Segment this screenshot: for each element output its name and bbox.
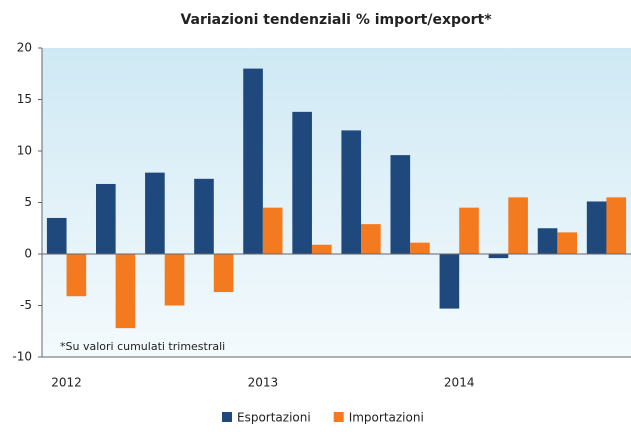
bar <box>145 172 165 254</box>
y-tick-label: -10 <box>12 350 32 364</box>
bar <box>459 207 479 254</box>
legend-swatch <box>333 412 344 422</box>
bar <box>194 178 214 254</box>
legend-label: Esportazioni <box>237 411 311 425</box>
bar <box>586 201 607 254</box>
x-tick-label: 2014 <box>444 376 475 390</box>
y-tick-label: 15 <box>17 92 32 106</box>
bar <box>95 183 116 254</box>
bar <box>115 254 136 329</box>
bar <box>439 254 460 309</box>
y-tick-label: 10 <box>17 144 32 158</box>
plot-area <box>42 48 631 357</box>
bar <box>66 254 87 297</box>
x-tick-label: 2012 <box>51 376 82 390</box>
bar <box>557 232 578 254</box>
bar <box>243 68 263 254</box>
bar <box>537 228 558 254</box>
y-tick-label: 0 <box>24 247 32 261</box>
bar <box>46 217 67 254</box>
bar <box>292 111 312 254</box>
bar <box>488 254 509 259</box>
bar <box>262 207 283 254</box>
bar <box>390 155 411 254</box>
y-tick-label: -5 <box>20 298 32 312</box>
bar <box>606 197 627 254</box>
annotation: *Su valori cumulati trimestrali <box>60 340 225 353</box>
y-tick-label: 20 <box>17 41 32 55</box>
x-tick-label: 2013 <box>248 376 279 390</box>
legend-swatch <box>222 412 232 422</box>
bar <box>410 242 430 254</box>
bar <box>341 130 362 254</box>
bar <box>213 254 234 293</box>
bar <box>311 244 332 254</box>
bar <box>164 254 185 306</box>
y-tick-label: 5 <box>24 195 32 209</box>
legend-label: Importazioni <box>349 411 424 425</box>
chart-title: Variazioni tendenziali % import/export* <box>180 12 492 28</box>
bar <box>361 224 381 254</box>
bar <box>508 197 528 254</box>
